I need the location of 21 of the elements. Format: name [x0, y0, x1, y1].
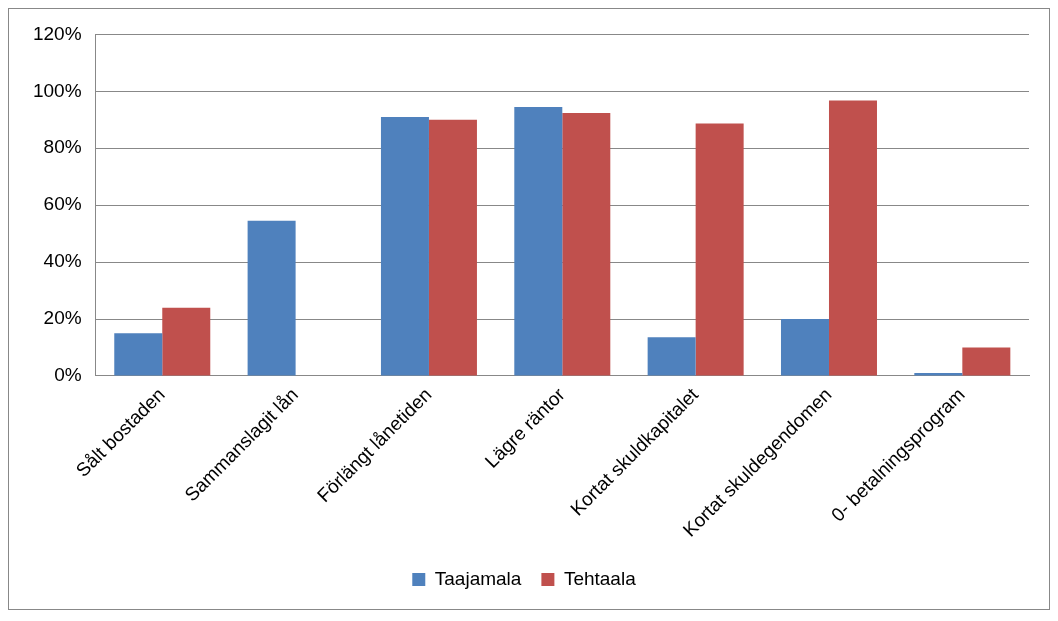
y-tick-label: 0%: [54, 364, 82, 386]
legend-label: Tehtaala: [563, 567, 637, 589]
bar: [428, 119, 477, 376]
bar: [647, 337, 696, 376]
bar: [247, 220, 296, 376]
y-tick-label: 100%: [32, 79, 82, 101]
y-tick-label: 40%: [43, 250, 82, 272]
bar: [828, 100, 877, 376]
bar: [962, 347, 1011, 376]
y-tick-label: 20%: [43, 307, 82, 329]
bar: [695, 123, 744, 376]
y-tick-label: 120%: [32, 22, 82, 44]
bar: [562, 112, 611, 376]
y-tick-label: 80%: [43, 136, 82, 158]
bar: [780, 319, 829, 376]
bar: [380, 116, 429, 376]
legend-label: Taajamala: [434, 567, 522, 589]
bar: [514, 106, 563, 376]
bar: [114, 333, 163, 376]
bar: [162, 307, 211, 376]
y-tick-label: 60%: [43, 193, 82, 215]
